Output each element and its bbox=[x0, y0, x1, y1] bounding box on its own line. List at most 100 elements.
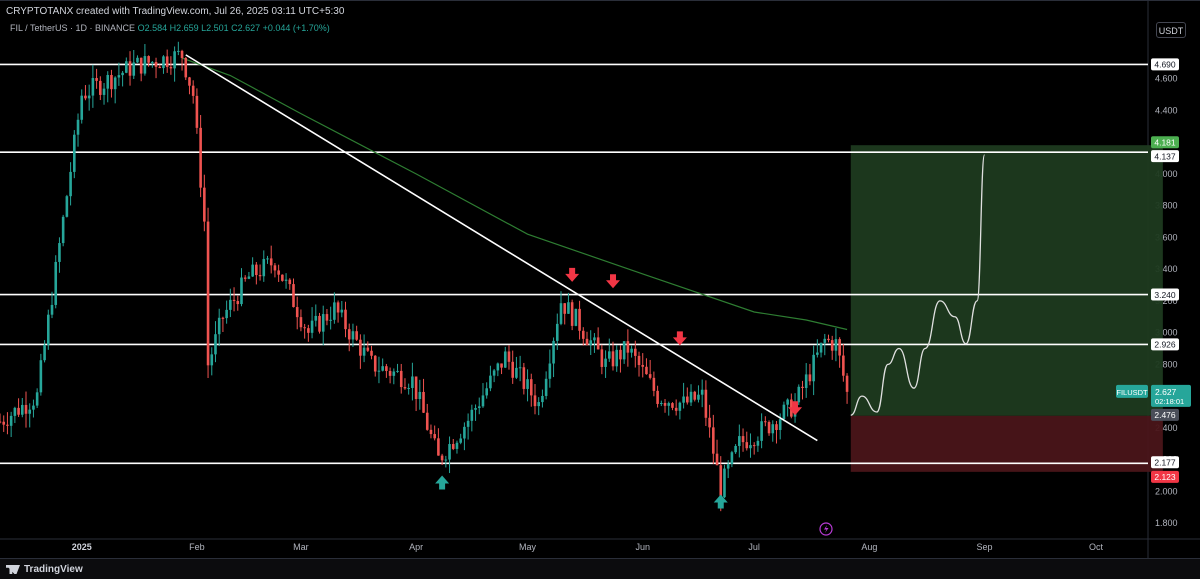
candle-body bbox=[574, 308, 578, 326]
candle-body bbox=[310, 320, 314, 333]
y-tick-label: 1.800 bbox=[1155, 518, 1178, 528]
candle-body bbox=[292, 284, 295, 308]
candle-body bbox=[321, 314, 325, 332]
candle-body bbox=[355, 331, 358, 340]
candle-body bbox=[17, 407, 20, 415]
candle-body bbox=[541, 395, 544, 403]
last-price-tag-bg bbox=[1151, 384, 1191, 407]
candle-body bbox=[132, 62, 136, 76]
candle-body bbox=[110, 74, 113, 90]
level-price-tag: 4.690 bbox=[1154, 60, 1176, 70]
candle-body bbox=[225, 309, 228, 319]
y-tick-label: 3.600 bbox=[1155, 232, 1178, 242]
candle-body bbox=[9, 415, 13, 426]
footer-bar: TradingView bbox=[0, 558, 1200, 579]
symbol-legend: FIL / TetherUS · 1D · BINANCE O2.584 H2.… bbox=[10, 23, 330, 33]
candle-body bbox=[28, 409, 32, 414]
candle-body bbox=[667, 403, 671, 406]
candle-body bbox=[726, 464, 730, 469]
candle-body bbox=[247, 276, 251, 279]
candle-body bbox=[340, 309, 344, 313]
candle-body bbox=[69, 171, 72, 197]
candle-body bbox=[581, 330, 585, 339]
candle-body bbox=[347, 329, 351, 340]
lightning-icon bbox=[819, 522, 833, 536]
candle-body bbox=[284, 279, 288, 281]
candle-body bbox=[522, 367, 526, 389]
candle-body bbox=[503, 351, 507, 368]
price-chart[interactable]: 4.6004.4004.2004.0003.8003.6003.4003.200… bbox=[0, 1, 1200, 558]
candle-body bbox=[195, 95, 199, 128]
candle-body bbox=[745, 442, 749, 449]
level-price-tag: 3.240 bbox=[1154, 290, 1176, 300]
candle-body bbox=[232, 299, 236, 302]
x-tick-label: Jun bbox=[635, 542, 650, 552]
down-arrow-icon bbox=[565, 267, 580, 282]
candle-body bbox=[842, 355, 845, 376]
candle-body bbox=[693, 391, 697, 400]
candle-body bbox=[359, 339, 362, 356]
candle-body bbox=[180, 50, 184, 58]
candle-body bbox=[767, 422, 771, 434]
candle-body bbox=[511, 361, 514, 378]
candle-body bbox=[492, 370, 496, 376]
level-price-tag-bg bbox=[1151, 58, 1179, 71]
candle-body bbox=[712, 427, 715, 454]
candle-body bbox=[58, 243, 61, 262]
candle-body bbox=[689, 391, 693, 403]
candle-body bbox=[630, 348, 633, 353]
x-tick-label: Mar bbox=[293, 542, 309, 552]
candle-body bbox=[634, 348, 637, 356]
candle-body bbox=[403, 387, 407, 389]
candle-body bbox=[210, 354, 214, 366]
y-tick-label: 4.000 bbox=[1155, 169, 1178, 179]
candle-body bbox=[147, 56, 150, 63]
entry-price-tag-bg bbox=[1151, 408, 1179, 421]
candle-body bbox=[652, 377, 656, 391]
candle-body bbox=[392, 371, 396, 376]
candle-body bbox=[808, 374, 812, 382]
candle-body bbox=[715, 453, 719, 466]
candle-body bbox=[24, 404, 28, 414]
candle-body bbox=[20, 404, 24, 415]
candle-body bbox=[151, 61, 154, 63]
y-tick-label: 3.800 bbox=[1155, 201, 1178, 211]
level-price-tag-bg bbox=[1151, 150, 1179, 163]
candle-body bbox=[139, 57, 143, 74]
candle-body bbox=[570, 302, 574, 326]
candle-body bbox=[637, 355, 641, 366]
candle-body bbox=[607, 351, 611, 359]
candle-body bbox=[407, 387, 410, 389]
level-price-tag: 2.177 bbox=[1154, 457, 1176, 467]
candle-body bbox=[507, 351, 511, 362]
candle-body bbox=[749, 445, 752, 449]
candle-body bbox=[273, 265, 277, 271]
candle-body bbox=[660, 402, 663, 404]
candle-body bbox=[585, 338, 589, 346]
candle-body bbox=[448, 444, 451, 460]
tradingview-logo[interactable]: TradingView bbox=[6, 564, 83, 575]
projection-path bbox=[850, 154, 986, 416]
candle-body bbox=[366, 347, 370, 351]
y-tick-label: 2.400 bbox=[1155, 423, 1178, 433]
candle-body bbox=[191, 85, 195, 96]
candle-body bbox=[500, 363, 503, 368]
candle-body bbox=[255, 264, 258, 276]
candle-body bbox=[437, 438, 440, 456]
x-tick-label: 2025 bbox=[72, 542, 92, 552]
moving-average-line bbox=[181, 57, 848, 331]
candle-body bbox=[2, 421, 6, 425]
candle-body bbox=[797, 386, 801, 403]
candle-body bbox=[39, 360, 43, 393]
profit-zone bbox=[850, 145, 1163, 416]
candle-body bbox=[544, 378, 548, 396]
ohlc-values: O2.584 H2.659 L2.501 C2.627 +0.044 (+1.7… bbox=[137, 23, 330, 33]
candle-body bbox=[362, 347, 366, 356]
candle-body bbox=[266, 258, 269, 260]
candle-body bbox=[782, 404, 786, 420]
level-price-tag: 2.926 bbox=[1154, 340, 1176, 350]
candle-body bbox=[827, 338, 830, 341]
stop-price-tag-bg bbox=[1151, 470, 1179, 483]
currency-button[interactable]: USDT bbox=[1156, 22, 1186, 38]
